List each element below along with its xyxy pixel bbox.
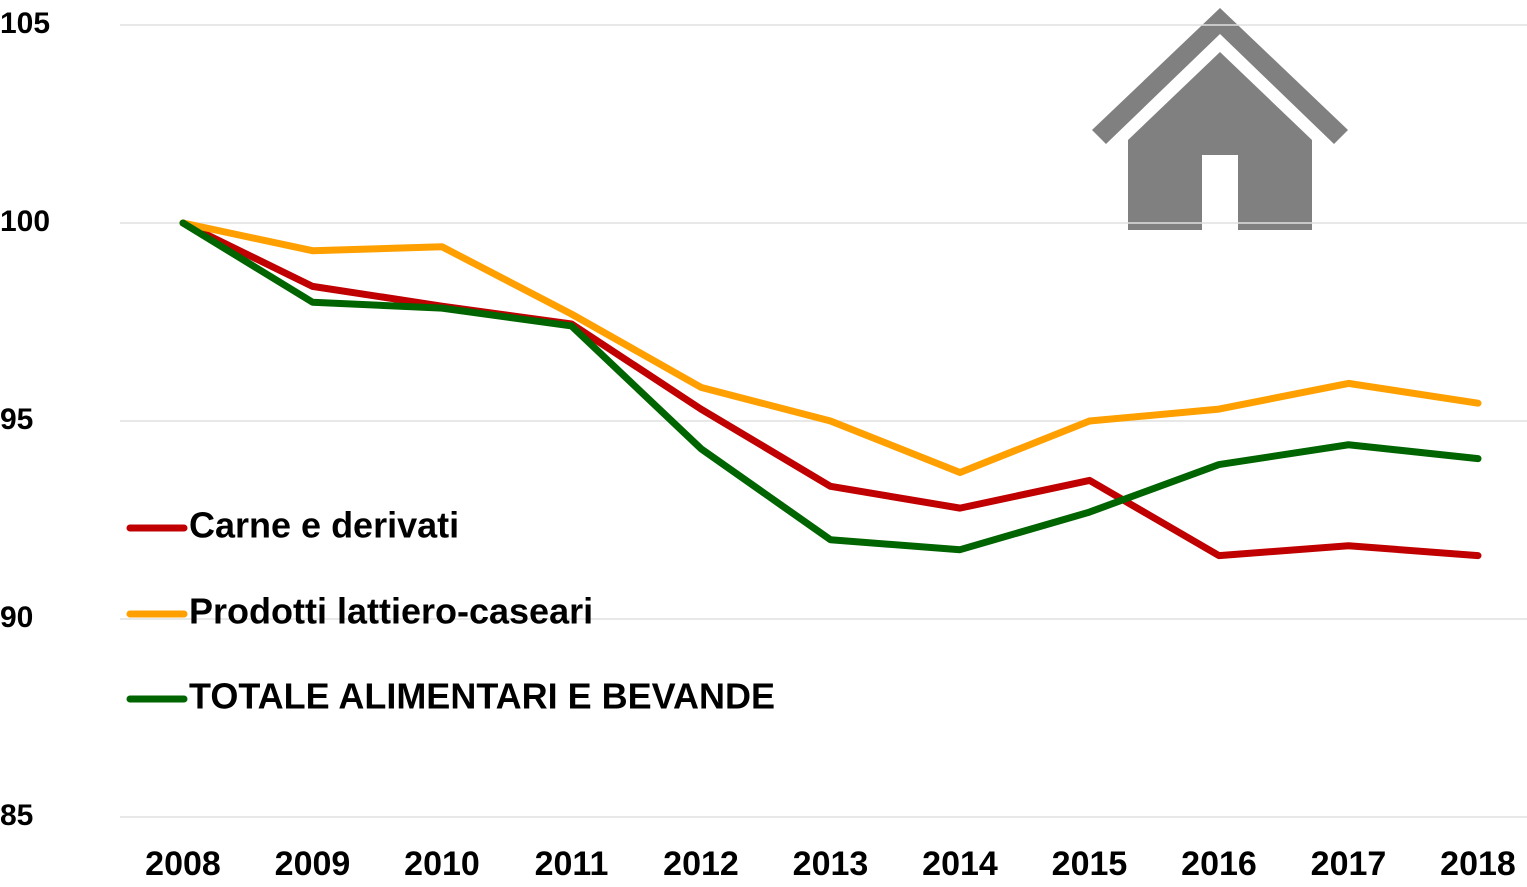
- x-tick-label: 2012: [663, 845, 739, 883]
- y-tick-label: 95: [0, 403, 33, 436]
- x-tick-label: 2018: [1440, 845, 1516, 883]
- legend-label: Carne e derivati: [189, 505, 459, 546]
- x-tick-label: 2008: [145, 845, 221, 883]
- x-tick-label: 2015: [1052, 845, 1128, 883]
- y-tick-label: 85: [0, 799, 33, 832]
- legend-label: Prodotti lattiero-caseari: [189, 591, 593, 632]
- x-tick-label: 2013: [793, 845, 869, 883]
- legend-label: TOTALE ALIMENTARI E BEVANDE: [189, 676, 775, 717]
- x-tick-label: 2017: [1311, 845, 1387, 883]
- x-tick-label: 2016: [1181, 845, 1257, 883]
- series-line: [179, 219, 1482, 554]
- x-tick-label: 2014: [922, 845, 998, 883]
- y-tick-label: 100: [0, 205, 50, 238]
- y-tick-label: 90: [0, 601, 33, 634]
- series-line: [179, 219, 1482, 476]
- x-tick-label: 2009: [275, 845, 351, 883]
- x-tick-label: 2011: [535, 845, 609, 883]
- house-icon: [1092, 8, 1348, 230]
- series-line: [179, 219, 1482, 560]
- y-tick-label: 105: [0, 7, 50, 40]
- x-tick-label: 2010: [404, 845, 480, 883]
